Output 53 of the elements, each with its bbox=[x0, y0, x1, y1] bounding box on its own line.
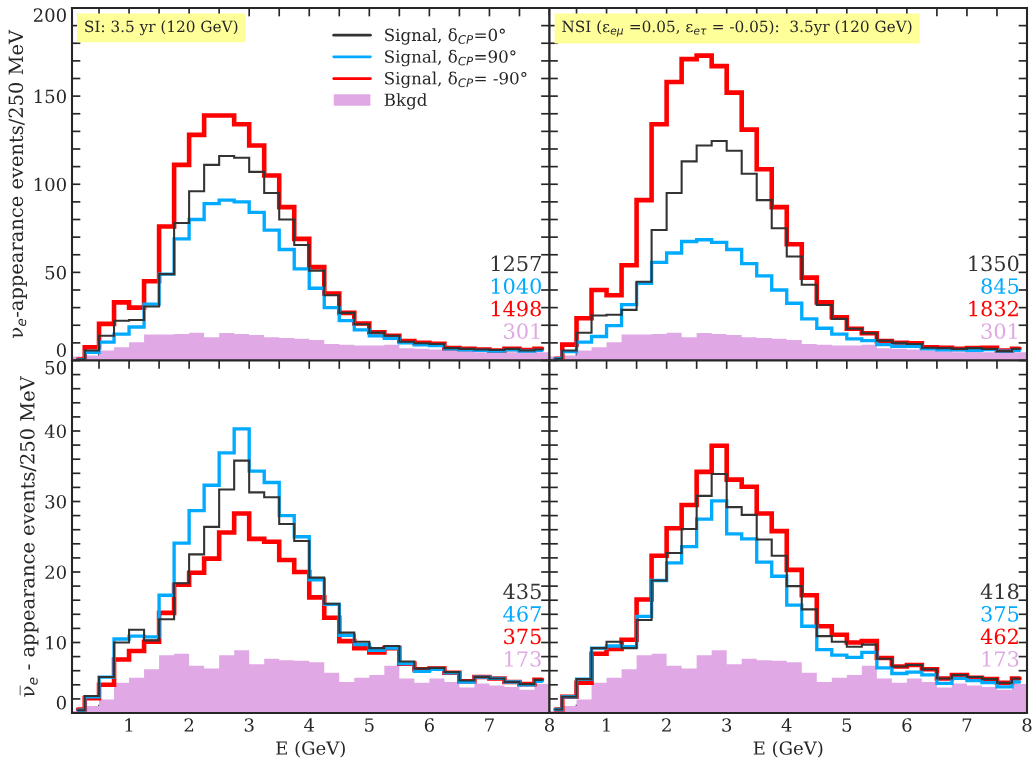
annotation: 1832 bbox=[969, 300, 1018, 317]
annotation: 173 bbox=[505, 651, 541, 667]
legend-label: Signal, δ$_{CP}$=0° bbox=[385, 28, 505, 45]
annotation: 1257 bbox=[491, 255, 541, 272]
legend-label: Signal, δ$_{CP}$=90° bbox=[385, 49, 516, 67]
annotation: 1350 bbox=[969, 255, 1019, 272]
x-tick-label: 8 bbox=[544, 718, 555, 732]
x-tick-label: 1 bbox=[125, 718, 133, 732]
x-tick-label: 7 bbox=[485, 718, 494, 732]
x-tick-label: 3 bbox=[722, 718, 732, 732]
y-axis-title: ν$_{e}$-appearance events/250 MeV bbox=[8, 29, 27, 338]
x-tick-label: 4 bbox=[781, 718, 792, 732]
y-tick-label: 0 bbox=[56, 343, 66, 357]
x-tick-label: 1 bbox=[603, 718, 610, 732]
y-tick-label: 40 bbox=[44, 424, 66, 439]
x-tick-label: 3 bbox=[244, 718, 254, 732]
x-tick-label: 6 bbox=[424, 718, 434, 732]
y-tick-label: 50 bbox=[45, 265, 66, 280]
x-tick-label: 4 bbox=[304, 718, 315, 732]
legend-label: Bkgd bbox=[384, 93, 427, 110]
x-tick-label: 8 bbox=[1022, 718, 1032, 732]
y-tick-label: 50 bbox=[45, 360, 66, 375]
x-tick-label: 5 bbox=[842, 718, 852, 732]
x-tick-label: 6 bbox=[902, 718, 912, 732]
x-tick-label: 2 bbox=[184, 718, 194, 732]
annotation: SI: 3.5 yr (120 GeV) bbox=[85, 20, 238, 36]
annotation: 435 bbox=[503, 583, 541, 600]
legend-label: Signal, δ$_{CP}$= -90° bbox=[385, 71, 527, 88]
annotation: 375 bbox=[504, 628, 541, 645]
x-axis-title: E (GeV) bbox=[276, 740, 345, 758]
annotation: NSI (ε$_{eμ}$ =0.05, ε$_{eτ}$ = -0.05): 3.5yr (120 GeV) bbox=[562, 20, 912, 37]
annotation: 301 bbox=[504, 323, 540, 340]
annotation: 418 bbox=[980, 583, 1019, 600]
y-tick-label: 20 bbox=[45, 565, 66, 580]
x-axis-title: E (GeV) bbox=[753, 740, 823, 758]
annotation: 462 bbox=[980, 628, 1018, 645]
y-tick-label: 200 bbox=[33, 8, 66, 22]
annotation: 375 bbox=[981, 606, 1019, 622]
y-tick-label: 10 bbox=[46, 635, 66, 650]
annotation: 301 bbox=[981, 323, 1017, 340]
x-tick-label: 5 bbox=[365, 718, 374, 732]
y-tick-label: 150 bbox=[34, 89, 66, 104]
annotation: 1498 bbox=[491, 300, 541, 317]
annotation: 173 bbox=[982, 651, 1019, 667]
y-tick-label: 30 bbox=[45, 494, 66, 509]
x-tick-label: 2 bbox=[662, 718, 671, 732]
y-tick-label: 0 bbox=[56, 695, 66, 710]
x-tick-label: 7 bbox=[962, 718, 972, 732]
y-axis-title: ν̅$_{e}$ - appearance events/250 MeV bbox=[19, 376, 39, 697]
annotation: 467 bbox=[503, 606, 541, 622]
annotation: 1040 bbox=[491, 278, 541, 294]
y-tick-label: 100 bbox=[34, 177, 66, 192]
annotation: 845 bbox=[981, 278, 1019, 294]
